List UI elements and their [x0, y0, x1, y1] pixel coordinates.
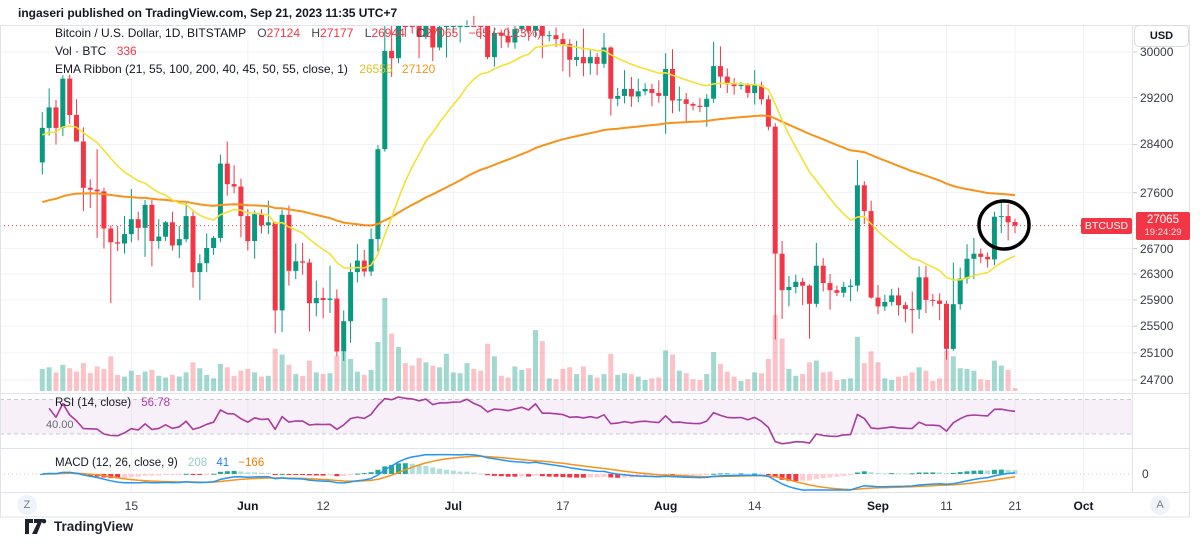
open-value: 27124 — [266, 26, 301, 40]
volume-header: Vol · BTC 336 — [55, 44, 137, 58]
macd-signal-value: −166 — [238, 457, 265, 469]
high-value: 27177 — [320, 26, 354, 40]
price-axis-label: 26300 — [1140, 267, 1174, 282]
ema-fast-value: 26555 — [359, 62, 393, 76]
volume-value: 336 — [116, 44, 137, 58]
timezone-button[interactable]: Z — [17, 495, 37, 515]
last-price-value: 27065 — [1147, 214, 1179, 226]
rsi-value: 56.78 — [141, 397, 171, 409]
rsi-left-scale-label: 40.00 — [46, 419, 74, 431]
time-axis-tick: Jul — [444, 499, 462, 513]
rsi-header: RSI (14, close) 56.78 — [55, 397, 170, 409]
macd-label: MACD (12, 26, close, 9) — [55, 457, 178, 469]
high-label: H — [311, 26, 321, 40]
price-axis-label: 26700 — [1140, 241, 1174, 256]
change-value: −65 (−0.23%) — [468, 26, 542, 40]
time-axis-tick: Aug — [653, 499, 678, 513]
time-axis-tick: 15 — [124, 499, 139, 513]
time-axis-tick: 17 — [556, 499, 570, 513]
macd-zero-axis-label: 0 — [1142, 467, 1149, 481]
symbol-title: Bitcoin / U.S. Dollar, 1D, BITSTAMP — [55, 26, 246, 40]
last-price-badge: 27065 19:24:29 — [1136, 212, 1190, 240]
close-label: C — [416, 26, 425, 40]
ema-ribbon-label: EMA Ribbon (21, 55, 100, 200, 40, 45, 50… — [55, 62, 348, 76]
rsi-label: RSI (14, close) — [55, 397, 132, 409]
low-label: L — [364, 26, 372, 40]
price-axis-label: 29200 — [1140, 90, 1174, 105]
macd-header: MACD (12, 26, close, 9) 208 41 −166 — [55, 457, 264, 469]
price-axis-label: 30000 — [1140, 45, 1174, 59]
time-axis-tick: 11 — [940, 499, 953, 513]
price-axis-label: 28400 — [1140, 137, 1174, 152]
tradingview-brand-text: TradingView — [54, 519, 134, 534]
time-axis-tick: 21 — [1008, 499, 1022, 513]
volume-label: Vol · BTC — [55, 44, 107, 58]
time-axis-tick: Jun — [237, 499, 259, 513]
price-axis-label: 27600 — [1140, 185, 1174, 200]
price-axis-label: 25100 — [1140, 345, 1174, 360]
time-axis-tick: 12 — [316, 499, 330, 513]
close-value: 27065 — [424, 26, 459, 40]
bar-countdown: 19:24:29 — [1144, 227, 1182, 238]
time-axis-tick: 14 — [748, 499, 762, 513]
last-price-symbol-badge: BTCUSD — [1081, 218, 1132, 234]
macd-hist-value: 208 — [187, 457, 208, 469]
open-label: O — [257, 26, 267, 40]
price-axis-label: 25900 — [1140, 292, 1174, 307]
ema-ribbon-header: EMA Ribbon (21, 55, 100, 200, 40, 45, 50… — [55, 62, 435, 76]
macd-line-value: 41 — [216, 457, 230, 469]
price-axis-label: 24700 — [1140, 372, 1174, 387]
auto-scale-button[interactable]: A — [1150, 495, 1170, 515]
attribution-text: ingaseri published on TradingView.com, S… — [18, 6, 398, 20]
tradingview-branding[interactable]: TradingView — [25, 519, 133, 534]
price-axis-label: 25500 — [1140, 319, 1174, 334]
low-value: 26944 — [371, 26, 405, 40]
symbol-header: Bitcoin / U.S. Dollar, 1D, BITSTAMP O271… — [55, 26, 541, 40]
time-axis-tick: Sep — [866, 499, 889, 513]
time-axis-tick: Oct — [1073, 499, 1094, 513]
ema-slow-value: 27120 — [401, 62, 436, 76]
currency-toggle-button[interactable]: USD — [1134, 25, 1189, 47]
tradingview-logo-icon — [25, 519, 47, 534]
